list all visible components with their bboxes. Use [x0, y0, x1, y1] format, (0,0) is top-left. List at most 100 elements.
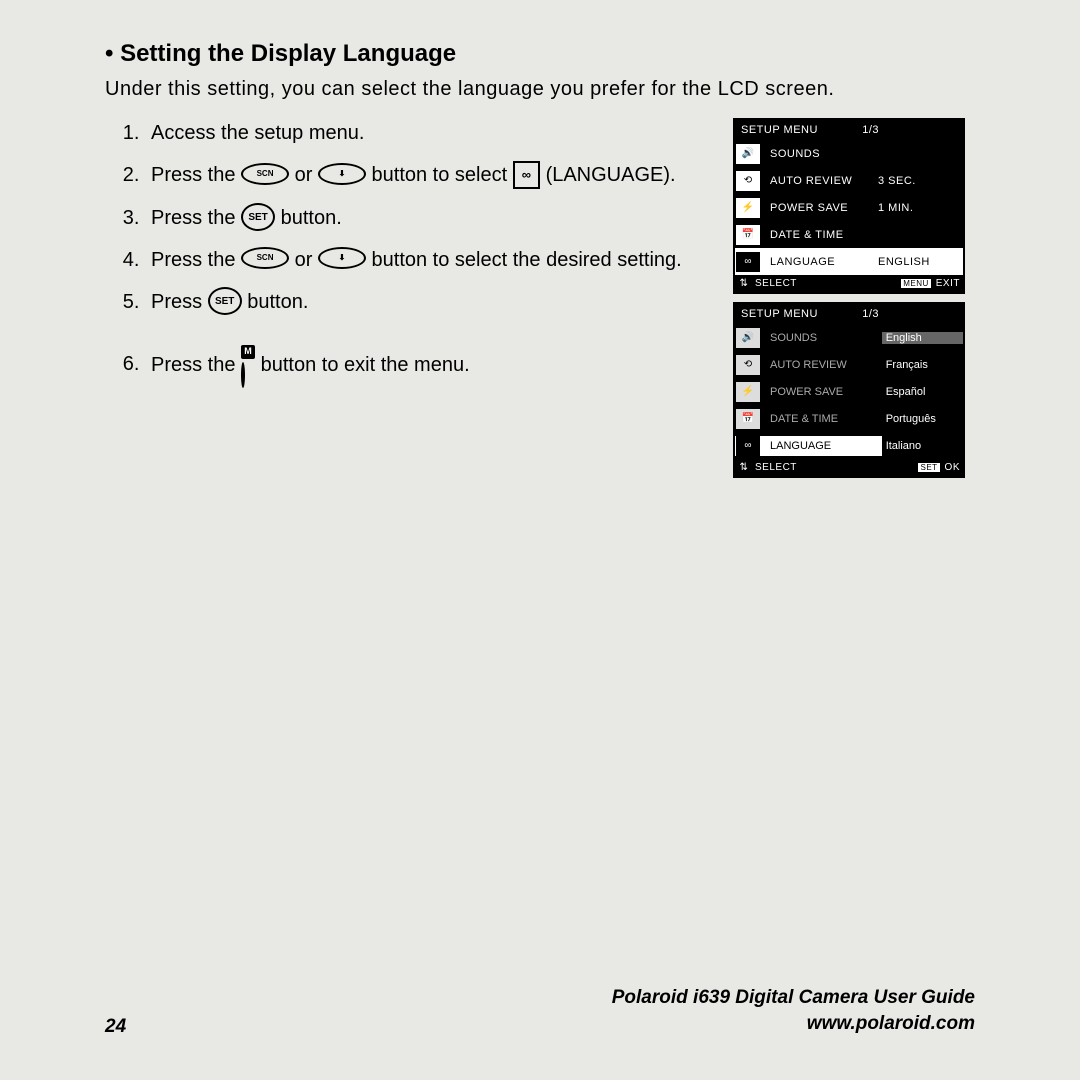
step-5: Press SET button. [145, 287, 705, 317]
menu-row-option: Español [882, 386, 963, 398]
menu-row-option: Français [882, 359, 963, 371]
updown-arrow-icon: ⇅ [738, 462, 750, 473]
menu-row: ⚡ POWER SAVE1 MIN. [735, 194, 963, 221]
down-button-icon: ⬇ [318, 247, 366, 269]
screen2-title: SETUP MENU [741, 308, 862, 320]
page-number: 24 [105, 1016, 126, 1038]
step-5-text-a: Press [151, 291, 208, 313]
section-heading: • Setting the Display Language [105, 40, 975, 68]
screen1-footer-left: SELECT [755, 278, 896, 289]
menu-row-label: LANGUAGE [770, 440, 831, 452]
menu-row-label: AUTO REVIEW [770, 359, 847, 371]
step-6-text-b: button to exit the menu. [261, 353, 470, 375]
step-2-text-b: or [295, 164, 318, 186]
footer-right: Polaroid i639 Digital Camera User Guide … [612, 985, 975, 1038]
menu-row-icon: ⚡ [736, 198, 760, 218]
set-button-icon: SET [241, 203, 275, 231]
camera-screen-2: SETUP MENU 1/3 🔊 SOUNDS English ⟲ AUTO REVIE… [733, 302, 965, 478]
menu-row: 📅 DATE & TIME Português [735, 405, 963, 432]
guide-url: www.polaroid.com [612, 1011, 975, 1038]
menu-row-icon: 📅 [736, 225, 760, 245]
screen2-footer: ⇅ SELECT SET OK [735, 459, 963, 476]
menu-row: ∞ LANGUAGE Italiano [735, 432, 963, 459]
steps-column: Access the setup menu. Press the SCN or … [105, 118, 705, 486]
step-2-text-d: (LANGUAGE). [546, 164, 676, 186]
menu-row: 🔊 SOUNDS [735, 140, 963, 167]
down-button-icon: ⬇ [318, 163, 366, 185]
menu-row-icon: ∞ [736, 436, 760, 456]
step-4: Press the SCN or ⬇ button to select the … [145, 245, 705, 275]
screen1-title: SETUP MENU [741, 124, 862, 136]
screen2-page: 1/3 [862, 308, 879, 320]
menu-row-label: LANGUAGE [770, 252, 878, 272]
step-1: Access the setup menu. [145, 118, 705, 148]
menu-row: ⟲ AUTO REVIEW3 SEC. [735, 167, 963, 194]
step-2: Press the SCN or ⬇ button to select ∞ (L… [145, 160, 705, 191]
menu-row-left: 📅 DATE & TIME [735, 409, 882, 429]
menu-oval-icon [241, 362, 245, 388]
page-content: • Setting the Display Language Under thi… [105, 40, 975, 486]
menu-row-label: SOUNDS [770, 332, 817, 344]
screens-column: SETUP MENU 1/3 🔊SOUNDS⟲AUTO REVIEW3 SEC.… [733, 118, 965, 486]
screen2-footer-left: SELECT [755, 462, 913, 473]
menu-row: 🔊 SOUNDS English [735, 324, 963, 351]
menu-row-icon: ⚡ [736, 382, 760, 402]
menu-row-label: POWER SAVE [770, 202, 878, 214]
language-icon: ∞ [513, 161, 540, 189]
menu-row-option: English [882, 332, 963, 344]
page-footer: 24 Polaroid i639 Digital Camera User Gui… [105, 985, 975, 1038]
intro-text: Under this setting, you can select the l… [105, 74, 975, 104]
menu-row-label: POWER SAVE [770, 386, 843, 398]
menu-label-icon: MENU [901, 279, 931, 288]
menu-row: ∞ LANGUAGEENGLISH [735, 248, 963, 275]
menu-row-value: ENGLISH [878, 256, 962, 268]
menu-row-label: DATE & TIME [770, 229, 878, 241]
step-3: Press the SET button. [145, 203, 705, 233]
menu-row-left: ∞ LANGUAGE [735, 436, 882, 456]
menu-row-icon: 🔊 [736, 144, 760, 164]
menu-row-label: SOUNDS [770, 148, 878, 160]
menu-row-value: 1 MIN. [878, 202, 962, 214]
menu-row: ⚡ POWER SAVE Español [735, 378, 963, 405]
step-2-text-c: button to select [372, 164, 513, 186]
menu-row-icon: ⟲ [736, 171, 760, 191]
screen2-footer-right: OK [945, 462, 960, 473]
menu-row-left: ⚡ POWER SAVE [735, 382, 882, 402]
menu-row-icon: 🔊 [736, 328, 760, 348]
steps-list: Access the setup menu. Press the SCN or … [105, 118, 705, 388]
step-2-text-a: Press the [151, 164, 241, 186]
menu-row-left: ⟲ AUTO REVIEW [735, 355, 882, 375]
step-4-text-b: or [295, 249, 318, 271]
updown-arrow-icon: ⇅ [738, 278, 750, 289]
set-button-icon: SET [208, 287, 242, 315]
menu-button-icon: M [241, 345, 255, 390]
screen1-footer-right: EXIT [936, 278, 960, 289]
scn-button-icon: SCN [241, 247, 289, 269]
menu-row: 📅 DATE & TIME [735, 221, 963, 248]
menu-row-option: Português [882, 413, 963, 425]
menu-m-label: M [241, 345, 255, 359]
step-6: Press the M button to exit the menu. [145, 343, 705, 388]
menu-row-value: 3 SEC. [878, 175, 962, 187]
content-row: Access the setup menu. Press the SCN or … [105, 118, 975, 486]
step-3-text-b: button. [281, 207, 342, 229]
menu-row-icon: ∞ [736, 252, 760, 272]
menu-row-label: DATE & TIME [770, 413, 838, 425]
screen1-footer: ⇅ SELECT MENU EXIT [735, 275, 963, 292]
screen2-header: SETUP MENU 1/3 [735, 304, 963, 324]
menu-row: ⟲ AUTO REVIEW Français [735, 351, 963, 378]
scn-button-icon: SCN [241, 163, 289, 185]
set-label-icon: SET [918, 463, 939, 472]
guide-title: Polaroid i639 Digital Camera User Guide [612, 985, 975, 1012]
step-6-text-a: Press the [151, 353, 241, 375]
screen1-page: 1/3 [862, 124, 879, 136]
menu-row-icon: 📅 [736, 409, 760, 429]
menu-row-label: AUTO REVIEW [770, 175, 878, 187]
menu-row-icon: ⟲ [736, 355, 760, 375]
step-4-text-a: Press the [151, 249, 241, 271]
camera-screen-1: SETUP MENU 1/3 🔊 SOUNDS ⟲ AUTO REVIEW3 SEC.… [733, 118, 965, 294]
screen1-header: SETUP MENU 1/3 [735, 120, 963, 140]
step-3-text-a: Press the [151, 207, 241, 229]
step-4-text-c: button to select the desired setting. [372, 249, 682, 271]
menu-row-option: Italiano [882, 440, 963, 452]
